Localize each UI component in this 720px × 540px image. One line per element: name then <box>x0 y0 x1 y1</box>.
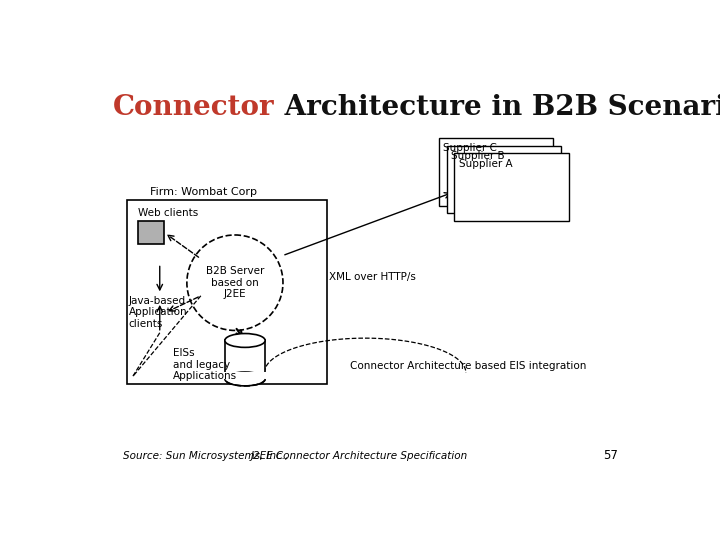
Ellipse shape <box>225 334 265 347</box>
Bar <box>446 146 561 213</box>
Ellipse shape <box>225 372 265 386</box>
Text: B2B Server
based on
J2EE: B2B Server based on J2EE <box>206 266 264 299</box>
Bar <box>224 372 266 380</box>
Text: Java-based
Application
clients: Java-based Application clients <box>129 296 187 329</box>
Text: XML over HTTP/s: XML over HTTP/s <box>329 272 415 281</box>
Text: 57: 57 <box>603 449 618 462</box>
Text: Connector Architecture based EIS integration: Connector Architecture based EIS integra… <box>350 361 586 372</box>
Text: Supplier C: Supplier C <box>444 143 498 153</box>
Text: Firm: Wombat Corp: Firm: Wombat Corp <box>150 187 258 197</box>
Bar <box>138 221 164 244</box>
Text: J2EE Connector Architecture Specification: J2EE Connector Architecture Specificatio… <box>251 451 468 461</box>
Text: Web clients: Web clients <box>138 208 198 218</box>
Text: Supplier A: Supplier A <box>459 159 513 168</box>
Text: Architecture in B2B Scenario: Architecture in B2B Scenario <box>275 94 720 121</box>
Bar <box>127 200 327 384</box>
Text: Supplier B: Supplier B <box>451 151 505 161</box>
Text: Connector: Connector <box>113 94 275 121</box>
Text: Source: Sun Microsystems, Inc.,: Source: Sun Microsystems, Inc., <box>122 451 291 461</box>
Bar <box>225 340 265 379</box>
Text: EISs
and legacy
Applications: EISs and legacy Applications <box>173 348 237 381</box>
Bar <box>438 138 554 206</box>
Circle shape <box>187 235 283 330</box>
Bar <box>454 153 569 221</box>
